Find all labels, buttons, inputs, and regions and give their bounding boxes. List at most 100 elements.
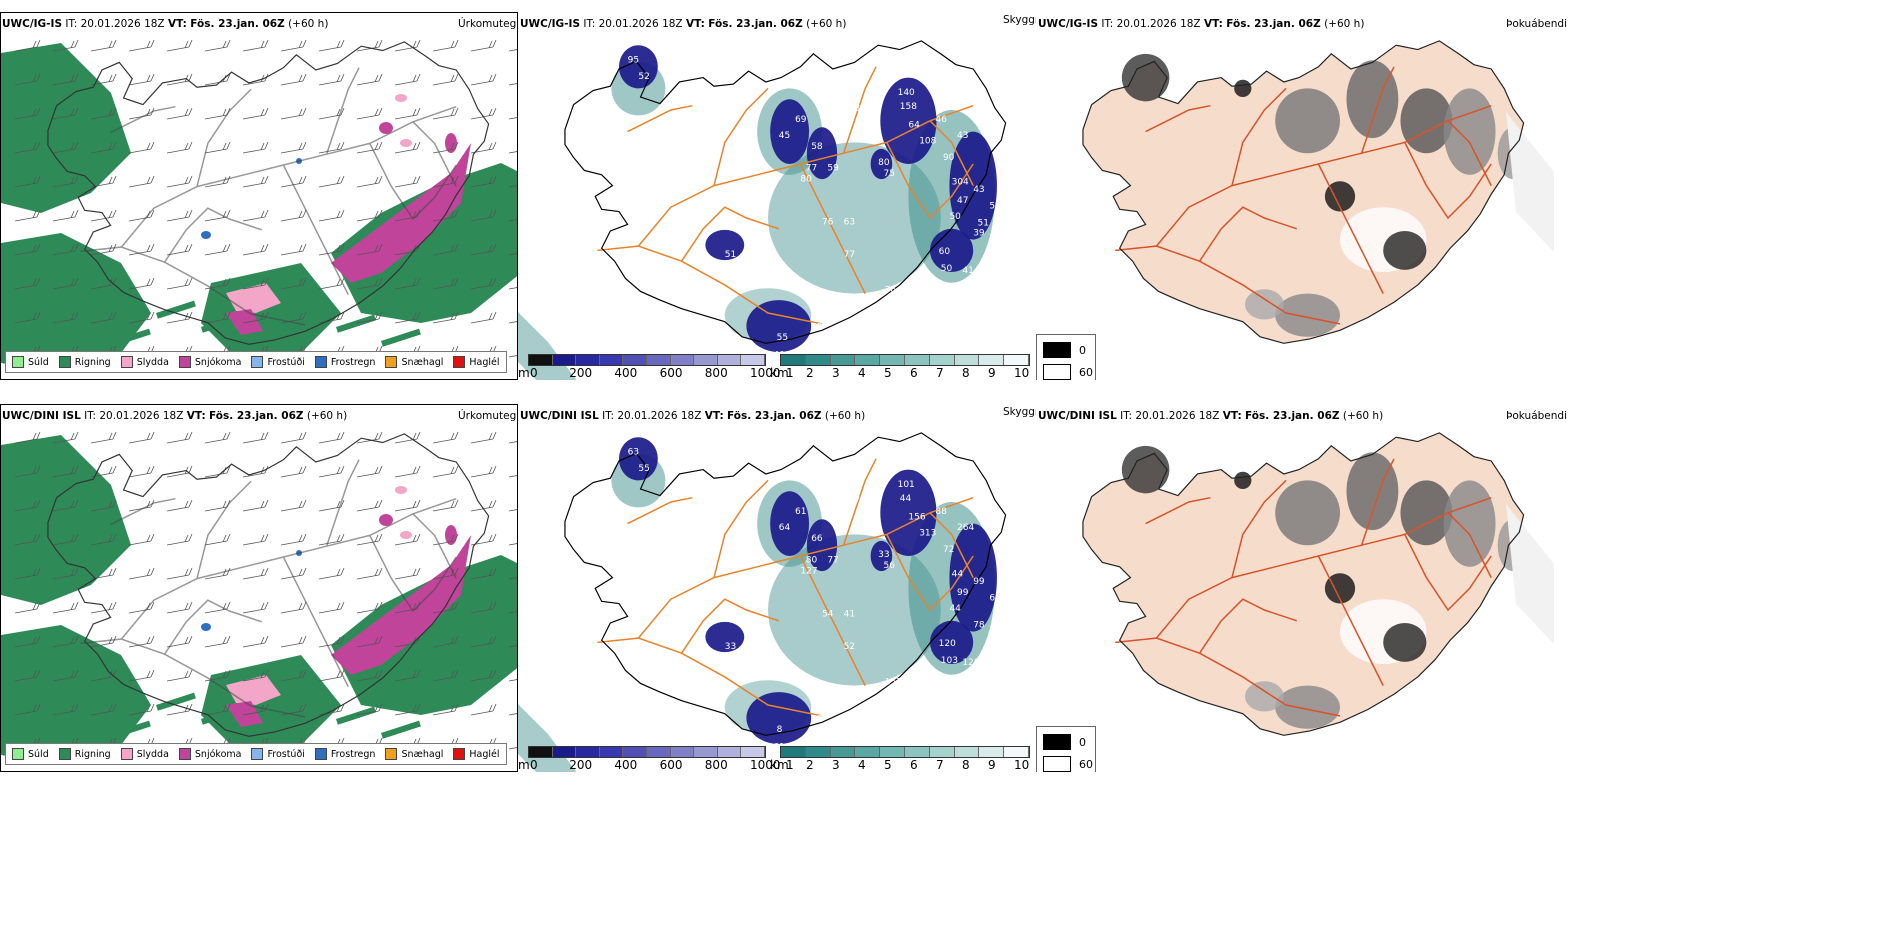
legend-item: Slydda <box>120 748 169 760</box>
colorbar-swatch <box>717 747 742 757</box>
cloud-base-label: 76 <box>919 680 931 690</box>
cloud-base-label: 80 <box>878 158 890 168</box>
cloud-base-label: 77 <box>806 164 817 174</box>
road <box>325 67 360 155</box>
colorbar-tick-label: 6 <box>910 366 918 380</box>
legend-label: Frostúði <box>267 356 305 368</box>
header-row2-mid: UWC/DINI ISL IT: 20.01.2026 18Z VT: Fös.… <box>520 410 865 422</box>
road <box>412 513 457 579</box>
road <box>929 512 974 578</box>
lead-time: (+60 h) <box>1324 18 1365 30</box>
road <box>196 88 252 187</box>
it-label: IT: <box>583 18 596 30</box>
legend-label: Haglél <box>469 356 500 368</box>
colorbar-swatch <box>741 355 765 365</box>
legend-label: Rigning <box>74 748 111 760</box>
colorbar-swatch <box>552 747 577 757</box>
road <box>282 556 349 687</box>
it-value: 20.01.2026 18Z <box>617 410 702 422</box>
legend-item: Snjókoma <box>178 356 241 368</box>
it-value: 20.01.2026 18Z <box>1135 410 1220 422</box>
model-name: UWC/DINI ISL <box>520 410 599 422</box>
road <box>1145 104 1211 133</box>
legend-label: Frostregn <box>330 748 376 760</box>
legend-swatch <box>178 356 191 368</box>
it-value: 20.01.2026 18Z <box>80 18 165 30</box>
road <box>680 598 780 654</box>
cloud-base-label: 90 <box>943 153 955 163</box>
colorbar-swatch <box>694 747 718 757</box>
road <box>1404 142 1492 220</box>
road <box>1115 637 1341 717</box>
vt-label: VT: <box>685 18 705 30</box>
cloud-base-label: 61 <box>773 742 784 752</box>
cloud-base-label: 127 <box>800 566 817 576</box>
fog-legend-label: 0 <box>1079 735 1086 749</box>
legend-swatch <box>453 356 466 368</box>
road <box>1198 598 1298 654</box>
legend-item: Rigning <box>58 356 111 368</box>
legend-item: Slydda <box>120 356 169 368</box>
it-label: IT: <box>602 410 615 422</box>
precip-title-row1: Úrkomutegund <box>458 18 537 30</box>
legend-item: Súld <box>12 356 49 368</box>
legend-label: Slydda <box>136 748 169 760</box>
vis-colorbar-row1: km 1 2 3 4 5 6 7 8 9 10 <box>770 352 1032 386</box>
road <box>1145 496 1211 525</box>
header-row1-mid: UWC/IG-IS IT: 20.01.2026 18Z VT: Fös. 23… <box>520 18 846 30</box>
legend-item: Súld <box>12 748 49 760</box>
cloud-base-label: 72 <box>943 545 954 555</box>
visibility-title-row1: Skyggni <box>1003 14 1045 26</box>
cloud-base-label: 56 <box>884 561 896 571</box>
vt-value: Fös. 23.jan. 06Z <box>1226 18 1321 30</box>
colorbar-tick-label: 8 <box>962 366 970 380</box>
colorbar-swatch <box>599 355 624 365</box>
colorbar-swatch <box>830 747 856 757</box>
cloud-base-label: 64 <box>908 120 920 130</box>
legend-swatch <box>314 356 327 368</box>
legend-swatch <box>314 748 327 760</box>
fog-legend-row2: 0 60 <box>1036 726 1096 772</box>
cloud-base-label: 108 <box>919 137 936 147</box>
cloud-base-label: 76 <box>822 218 834 228</box>
cloud-base-label: 56 <box>919 288 931 298</box>
road <box>196 480 252 579</box>
fog-title-row2: Þokuábendi <box>1506 410 1567 422</box>
colorbar-swatch <box>855 355 881 365</box>
cloud-panel-row1: 95 52 88 45 69 58 77 80 59 89 140 158 64 46 108 43 90 80 7… <box>518 12 1036 380</box>
legend-label: Haglél <box>469 748 500 760</box>
model-name: UWC/IG-IS <box>520 18 581 30</box>
cloud-base-label: 61 <box>989 593 1000 603</box>
colorbar-swatch <box>954 355 980 365</box>
cloud-base-label: 120 <box>939 639 956 649</box>
colorbar-swatch <box>781 355 806 365</box>
colorbar-unit: km <box>770 366 789 380</box>
cloud-base-label: 80 <box>800 174 812 184</box>
cloud-colorbar-row1: m 0 200 400 600 800 1000 <box>518 352 781 386</box>
colorbar-tick-label: 200 <box>569 758 593 772</box>
vt-label: VT: <box>1222 410 1242 422</box>
it-label: IT: <box>65 18 78 30</box>
cloud-base-label: 156 <box>908 512 925 522</box>
road <box>1360 458 1395 546</box>
cloud-base-label: 103 <box>941 656 958 666</box>
model-name: UWC/IG-IS <box>2 18 63 30</box>
colorbar-unit: m <box>518 758 530 772</box>
coastline <box>1082 432 1525 736</box>
cloud-base-label: 44 <box>949 604 961 614</box>
precip-legend: Súld Rigning Slydda Snjókoma Frostúði Frostre… <box>5 743 507 765</box>
legend-item: Frostúði <box>251 356 305 368</box>
colorbar-swatch <box>979 747 1005 757</box>
cloud-base-label: 37 <box>781 363 792 373</box>
precip-panel-row2: Súld Rigning Slydda Snjókoma Frostúði Frostre… <box>0 404 518 772</box>
legend-swatch <box>385 748 398 760</box>
legend-swatch <box>251 356 264 368</box>
road <box>369 535 457 613</box>
lead-time: (+60 h) <box>824 410 866 422</box>
colorbar-tick-label: 1000 <box>750 758 781 772</box>
colorbar-swatch <box>904 747 930 757</box>
precip-map-row2 <box>1 431 517 765</box>
cloud-base-label: 60 <box>939 247 951 257</box>
legend-item: Frostregn <box>314 748 376 760</box>
cloud-base-label: 120 <box>962 658 979 668</box>
